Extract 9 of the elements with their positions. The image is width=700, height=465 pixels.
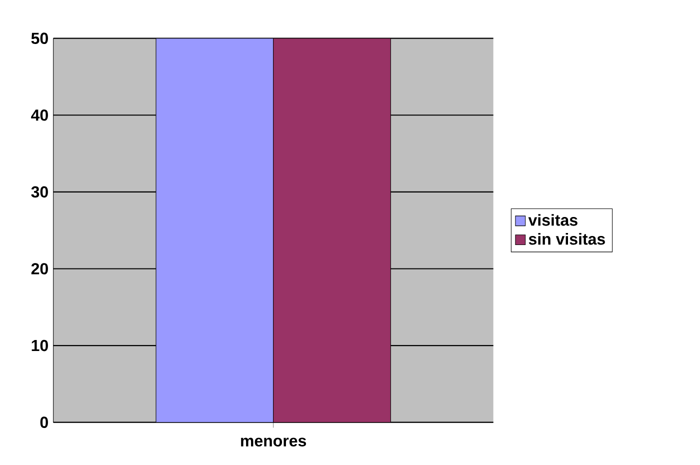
y-tick-label: 40 bbox=[31, 109, 48, 121]
y-tick-label: 0 bbox=[40, 416, 48, 428]
y-tick-label: 10 bbox=[32, 340, 48, 352]
y-tick-label: 50 bbox=[31, 32, 48, 44]
legend-label: visitas bbox=[528, 214, 578, 226]
legend-label: sin visitas bbox=[528, 233, 605, 245]
x-tick-label: menores bbox=[241, 438, 306, 446]
y-tick-label: 30 bbox=[31, 186, 48, 198]
y-tick-label: 20 bbox=[31, 263, 48, 274]
